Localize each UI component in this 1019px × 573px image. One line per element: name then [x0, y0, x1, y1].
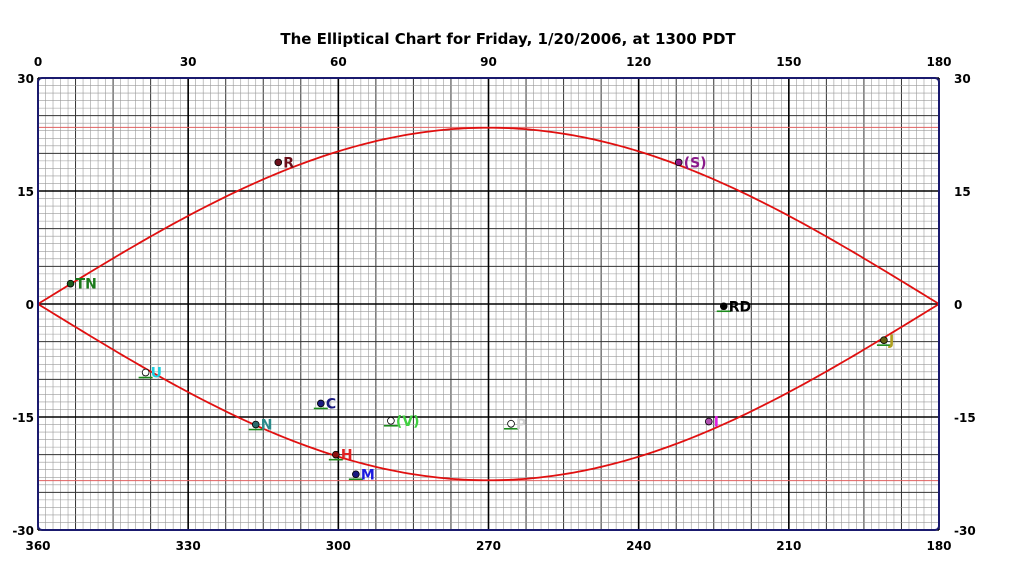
data-point-label: C [326, 396, 336, 412]
data-point-label: H [341, 448, 353, 464]
ecliptic-curve-lower [37, 303, 940, 482]
data-point-label: I [714, 415, 719, 431]
data-point [251, 420, 260, 429]
data-point-label: (S) [684, 155, 707, 171]
y-left-tick-label: 15 [17, 185, 34, 199]
x-bottom-tick-label: 180 [926, 539, 951, 553]
plot-frame [37, 77, 940, 531]
ecliptic-curve-upper [37, 126, 940, 305]
x-bottom-tick-label: 330 [176, 539, 201, 553]
data-point-label: U [151, 366, 162, 382]
data-point-label: RD [729, 299, 751, 315]
x-top-tick-label: 60 [330, 55, 347, 69]
data-point-label: R [283, 155, 294, 171]
y-left-tick-label: 0 [26, 298, 34, 312]
x-top-tick-label: 90 [480, 55, 497, 69]
data-point-label: N [261, 418, 273, 434]
x-top-tick-label: 30 [180, 55, 197, 69]
y-right-tick-label: 0 [954, 298, 962, 312]
data-point [507, 419, 515, 428]
data-point [141, 368, 150, 377]
data-point [719, 302, 728, 311]
y-right-tick-label: 15 [954, 185, 971, 199]
data-point-label: M [361, 467, 375, 483]
data-point-label: (V) [396, 414, 420, 430]
x-bottom-tick-label: 240 [626, 539, 651, 553]
x-top-tick-label: 0 [34, 55, 42, 69]
data-point-label: TN [76, 277, 97, 293]
x-top-tick-label: 180 [926, 55, 951, 69]
data-point [387, 416, 395, 425]
data-point [352, 470, 360, 479]
y-left-tick-label: -15 [12, 411, 34, 425]
x-top-tick-label: 150 [776, 55, 801, 69]
data-point-label: J [888, 333, 894, 349]
x-top-tick-label: 120 [626, 55, 651, 69]
data-point [66, 279, 75, 288]
x-bottom-tick-label: 270 [476, 539, 501, 553]
data-point [274, 158, 283, 167]
x-bottom-tick-label: 300 [326, 539, 351, 553]
data-point-label: P [516, 417, 526, 433]
y-right-tick-label: 30 [954, 72, 971, 86]
data-point [317, 399, 325, 408]
y-right-tick-label: -30 [954, 524, 976, 538]
data-point [880, 336, 888, 344]
y-left-tick-label: -30 [12, 524, 34, 538]
y-right-tick-label: -15 [954, 411, 976, 425]
x-bottom-tick-label: 210 [776, 539, 801, 553]
y-left-tick-label: 30 [17, 72, 34, 86]
chart-title: The Elliptical Chart for Friday, 1/20/20… [280, 30, 736, 48]
data-point [704, 417, 713, 426]
x-bottom-tick-label: 360 [25, 539, 50, 553]
data-point [332, 450, 340, 459]
data-point [674, 158, 683, 167]
